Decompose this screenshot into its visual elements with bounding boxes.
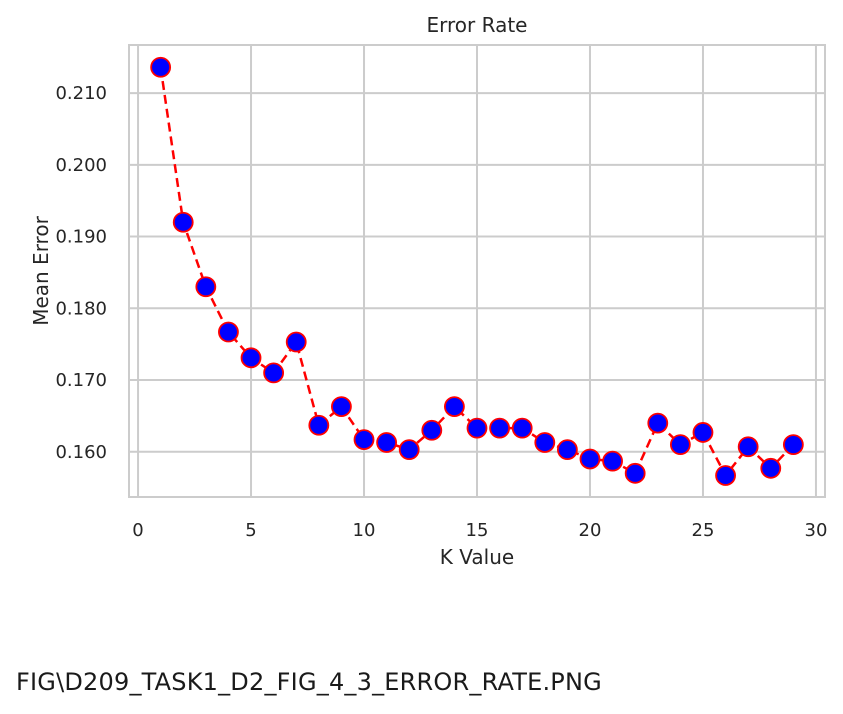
data-point [218,321,239,343]
data-point [240,347,262,369]
data-point [556,439,578,461]
x-axis-ticks: 0 5 10 15 20 25 30 [132,520,827,541]
x-tick-label: 30 [805,520,828,541]
data-point [444,396,465,418]
data-point [172,211,194,233]
data-point [715,465,736,486]
data-point [511,417,533,439]
data-point [421,419,443,441]
x-tick-label: 15 [466,520,489,541]
data-point [669,434,691,456]
x-tick-label: 5 [245,520,256,541]
x-tick-label: 10 [353,520,376,541]
y-axis-ticks: 0.160 0.170 0.180 0.190 0.200 0.210 [55,83,107,463]
plot-frame [128,44,826,498]
y-tick-label: 0.180 [55,298,107,319]
data-point [398,439,420,461]
data-point [150,56,172,78]
data-point [331,396,352,418]
data-point [579,448,601,470]
x-axis-label: K Value [440,545,514,569]
y-tick-label: 0.190 [55,227,107,248]
data-point [692,422,714,443]
data-point [782,434,804,456]
y-axis-label: Mean Error [29,215,53,325]
data-point [466,417,488,439]
x-tick-label: 25 [692,520,715,541]
data-point [647,412,669,434]
data-point [195,276,217,298]
grid [129,45,825,497]
data-point [308,414,330,436]
data-point [376,432,398,453]
data-point [602,450,623,472]
data-point [737,436,759,458]
x-tick-label: 0 [132,520,143,541]
series-markers [150,56,804,486]
data-point [489,417,510,439]
data-point [534,432,556,453]
y-tick-label: 0.160 [55,442,107,463]
chart-title: Error Rate [427,13,528,37]
data-point [624,462,646,484]
data-point [263,362,285,384]
y-tick-label: 0.210 [55,83,107,104]
data-point [760,457,782,479]
x-tick-label: 20 [579,520,602,541]
data-point [353,429,375,451]
y-tick-label: 0.200 [55,155,107,176]
y-tick-label: 0.170 [55,370,107,391]
figure-caption: FIG\D209_TASK1_D2_FIG_4_3_ERROR_RATE.PNG [16,668,602,696]
data-point [285,331,307,353]
